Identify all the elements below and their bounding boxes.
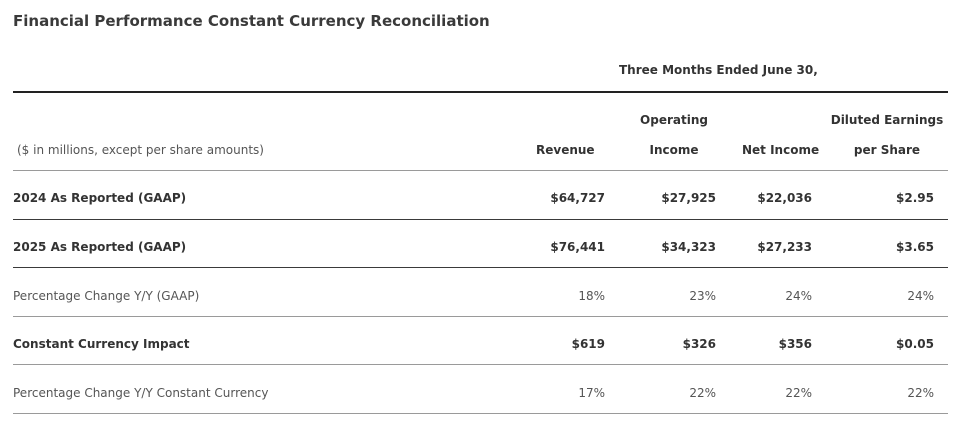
operating-income-value: 23% [689,289,716,303]
operating-income-value: $34,323 [661,240,716,254]
net-income-value: 24% [785,289,812,303]
row-label: 2024 As Reported (GAAP) [13,191,187,205]
revenue-value: 17% [578,386,605,400]
col-header-revenue: Revenue [536,143,595,157]
eps-value: $2.95 [896,191,934,205]
operating-income-value: $27,925 [661,191,716,205]
revenue-value: $619 [571,337,605,351]
row-rule [13,267,948,268]
eps-value: 24% [907,289,934,303]
row-rule [13,316,948,317]
revenue-value: $64,727 [550,191,605,205]
revenue-value: $76,441 [550,240,605,254]
col-header-operating-line2: Income [649,143,699,157]
header-bottom-rule [13,170,948,171]
row-rule [13,364,948,365]
operating-income-value: 22% [689,386,716,400]
operating-income-value: $326 [682,337,716,351]
eps-value: $3.65 [896,240,934,254]
row-label: 2025 As Reported (GAAP) [13,240,187,254]
row-label: Percentage Change Y/Y (GAAP) [13,289,200,303]
col-header-diluted-line2: per Share [853,143,921,157]
eps-value: $0.05 [896,337,934,351]
header-top-rule [13,91,948,93]
units-note: ($ in millions, except per share amounts… [17,143,264,157]
col-header-diluted-line1: Diluted Earnings [830,113,944,127]
col-header-operating-line1: Operating [640,113,708,127]
table-bottom-rule [13,413,948,414]
net-income-value: $22,036 [757,191,812,205]
net-income-value: 22% [785,386,812,400]
net-income-value: $27,233 [757,240,812,254]
period-header: Three Months Ended June 30, [619,63,818,77]
page-title: Financial Performance Constant Currency … [13,12,490,30]
eps-value: 22% [907,386,934,400]
net-income-value: $356 [778,337,812,351]
row-label: Constant Currency Impact [13,337,190,351]
row-rule [13,219,948,220]
row-label: Percentage Change Y/Y Constant Currency [13,386,269,400]
revenue-value: 18% [578,289,605,303]
col-header-net-income: Net Income [742,143,820,157]
